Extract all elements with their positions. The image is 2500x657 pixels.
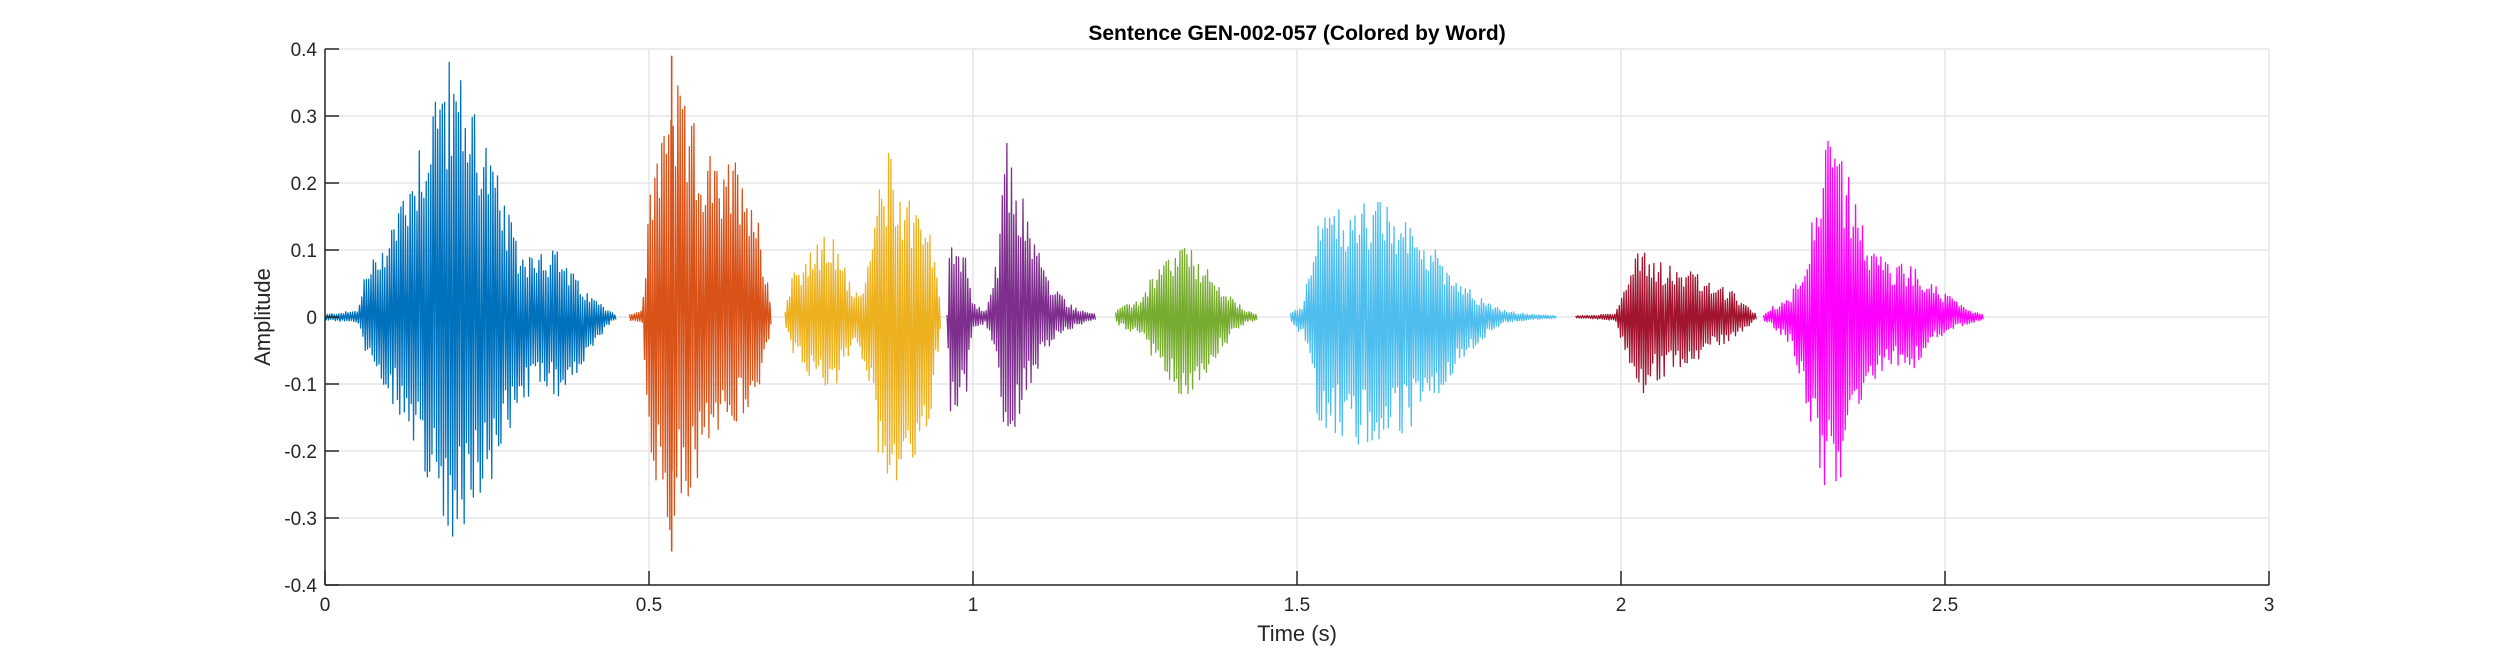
y-tick-label: -0.2 [284,442,317,463]
y-tick-label: 0.1 [291,241,317,262]
x-tick-label: 1 [968,595,979,616]
chart-title: Sentence GEN-002-057 (Colored by Word) [1088,22,1505,45]
y-tick-labels: 0.4 0.3 0.2 0.1 0 -0.1 -0.2 -0.3 -0.4 [284,40,317,597]
x-axis-label: Time (s) [1257,621,1337,646]
x-tick-label: 0.5 [636,595,662,616]
y-tick-label: -0.3 [284,509,317,530]
grid [324,48,2270,586]
word-segment-4 [946,142,1097,428]
y-tick-label: 0 [306,308,317,329]
word-segment-8 [1762,140,1984,486]
y-tick-label: 0.3 [291,107,317,128]
word-segment-2 [628,85,772,531]
y-tick-label: 0.4 [291,40,318,61]
x-tick-label: 2 [1616,595,1627,616]
x-tick-label: 0 [320,595,331,616]
x-tick-label: 1.5 [1284,595,1310,616]
waveform-series [324,55,1984,552]
x-tick-label: 3 [2264,595,2275,616]
word-segment-5 [1114,247,1258,395]
word-segment-1 [324,61,617,537]
word-segment-6 [1289,201,1557,445]
x-tick-label: 2.5 [1932,595,1958,616]
x-tick-labels: 0 0.5 1 1.5 2 2.5 3 [320,595,2275,616]
axes [324,48,2270,586]
y-tick-label: 0.2 [291,174,317,195]
y-tick-label: -0.4 [284,576,317,597]
word-segment-3 [784,152,941,481]
y-axis-label: Amplitude [250,268,275,366]
y-tick-label: -0.1 [284,375,317,396]
word-segment-7 [1575,252,1757,394]
